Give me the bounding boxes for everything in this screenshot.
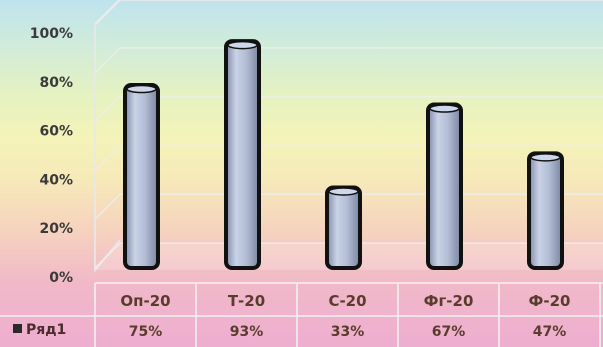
bar-top: [227, 40, 258, 50]
bar: [123, 83, 160, 270]
y-tick-label: 100%: [30, 26, 73, 42]
bar-body: [123, 83, 160, 270]
bar-top: [328, 187, 359, 196]
data-label: 47%: [533, 324, 567, 340]
bar-top: [530, 153, 561, 162]
bar: [325, 185, 362, 270]
gridline: [94, 95, 603, 123]
data-label: 33%: [331, 324, 365, 340]
data-table-grid: [0, 282, 603, 347]
category-label: Т-20: [228, 292, 265, 310]
legend-label: Ряд1: [26, 322, 66, 338]
category-label: Фг-20: [424, 292, 474, 310]
y-tick-label: 20%: [39, 221, 73, 237]
data-label: 67%: [432, 324, 466, 340]
legend-key: [13, 324, 22, 333]
bar: [426, 102, 463, 270]
gridline: [94, 144, 603, 171]
data-label: 93%: [230, 324, 264, 340]
y-axis-ticks: 0% 20% 40% 60% 80% 100%: [30, 26, 73, 286]
bar-body: [426, 102, 463, 270]
bar-body: [325, 185, 362, 270]
category-label: С-20: [328, 292, 366, 310]
bar-top: [429, 104, 460, 113]
data-labels: 75% 93% 33% 67% 47%: [129, 324, 567, 340]
category-label: Оп-20: [120, 292, 170, 310]
bar: [527, 151, 564, 271]
bars: [123, 39, 564, 271]
y-tick-label: 80%: [39, 75, 73, 91]
category-labels: Оп-20 Т-20 С-20 Фг-20 Ф-20: [120, 292, 570, 310]
bar-body: [224, 39, 261, 270]
y-tick-label: 40%: [39, 172, 73, 188]
data-table: Оп-20 Т-20 С-20 Фг-20 Ф-20 Ряд1 75% 93% 33% 67%…: [0, 282, 603, 347]
gridline: [94, 0, 121, 25]
data-label: 75%: [129, 324, 163, 340]
bar-top: [126, 84, 157, 94]
y-tick-label: 0%: [49, 270, 73, 286]
bar-body: [527, 151, 564, 271]
category-label: Ф-20: [529, 292, 571, 310]
bar: [224, 39, 261, 270]
y-tick-label: 60%: [39, 124, 73, 140]
legend-entry: Ряд1: [13, 322, 66, 338]
gridline: [94, 46, 603, 74]
